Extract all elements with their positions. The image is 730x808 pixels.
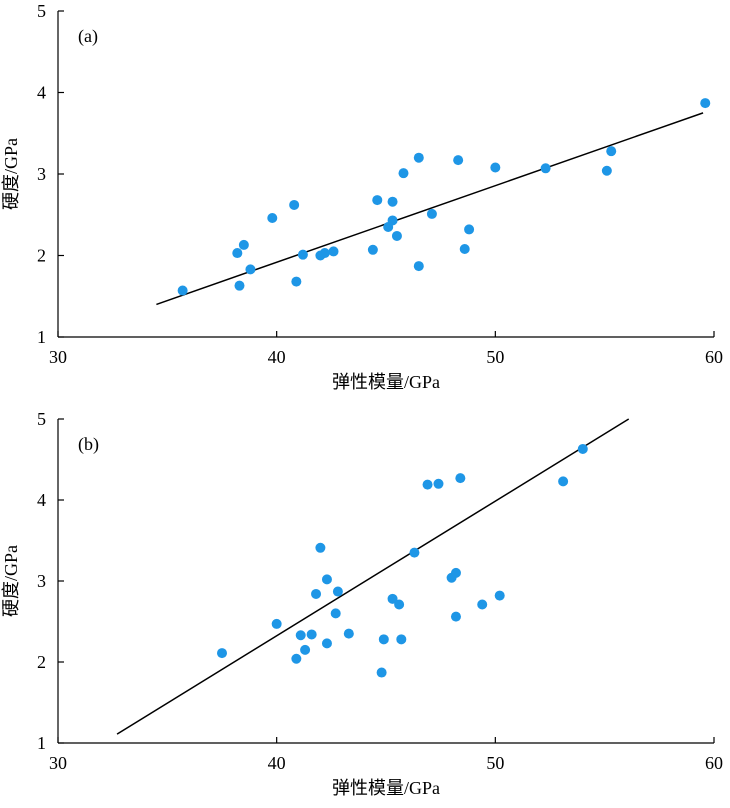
data-point — [453, 155, 464, 166]
y-tick-label: 2 — [37, 652, 46, 672]
fit-line — [116, 418, 630, 735]
y-tick-label: 3 — [37, 164, 46, 184]
data-point — [267, 213, 278, 224]
x-tick-label: 40 — [268, 347, 286, 367]
panel-a: 1 2 3 4 5 30 40 50 60 弹性模量/GPa 硬度/GPa (a) — [1, 1, 723, 392]
data-point — [232, 248, 243, 259]
y-tick-label: 1 — [37, 327, 46, 347]
data-point — [433, 478, 444, 489]
data-point — [321, 574, 332, 585]
x-tick-label: 30 — [49, 347, 67, 367]
data-point — [367, 244, 378, 255]
data-point — [306, 629, 317, 640]
data-point — [396, 634, 407, 645]
data-point — [387, 593, 398, 604]
x-tick-label: 50 — [486, 753, 504, 773]
panel-label: (b) — [78, 434, 99, 455]
data-point — [289, 199, 300, 210]
data-point — [238, 239, 249, 250]
data-point — [490, 162, 501, 173]
data-point — [494, 590, 505, 601]
data-point — [601, 165, 612, 176]
data-point — [177, 285, 188, 296]
data-point — [540, 163, 551, 174]
y-tick-label: 3 — [37, 571, 46, 591]
data-point — [332, 586, 343, 597]
data-point — [217, 648, 227, 659]
panel-b: 1 2 3 4 5 30 40 50 60 弹性模量/GPa 硬度/GPa (b) — [1, 409, 723, 798]
y-tick-label: 4 — [37, 83, 46, 103]
data-point — [234, 280, 245, 291]
y-tick-label: 5 — [37, 409, 46, 429]
data-point — [606, 146, 617, 157]
y-axis-title: 硬度/GPa — [1, 138, 21, 210]
data-point — [343, 628, 354, 639]
data-point — [319, 248, 330, 259]
data-point — [387, 196, 398, 207]
data-point — [378, 634, 389, 645]
data-point — [459, 243, 470, 254]
data-point — [394, 599, 405, 610]
data-point — [271, 618, 282, 629]
x-axis-title: 弹性模量/GPa — [332, 778, 440, 798]
data-point — [328, 246, 339, 257]
data-point — [700, 98, 711, 109]
data-point — [455, 473, 466, 484]
data-point — [291, 653, 302, 664]
data-point — [315, 542, 326, 553]
data-point — [426, 208, 437, 219]
data-point — [558, 476, 569, 487]
data-point — [477, 599, 488, 610]
data-point — [321, 638, 332, 649]
data-point — [372, 195, 383, 206]
x-tick-label: 50 — [486, 347, 504, 367]
data-point — [245, 264, 256, 275]
data-point — [295, 630, 306, 641]
x-tick-label: 40 — [268, 753, 286, 773]
data-point — [376, 667, 387, 678]
data-point — [391, 230, 402, 241]
y-axis-title: 硬度/GPa — [1, 545, 21, 617]
data-point — [450, 611, 461, 622]
data-point — [387, 215, 398, 226]
y-tick-label: 2 — [37, 246, 46, 266]
y-tick-label: 1 — [37, 733, 46, 753]
data-point — [330, 608, 341, 619]
data-point — [311, 588, 322, 599]
y-tick-label: 5 — [37, 1, 46, 21]
data-point — [297, 249, 308, 260]
data-point — [577, 443, 588, 454]
y-tick-label: 4 — [37, 490, 46, 510]
data-point — [398, 168, 409, 179]
x-tick-label: 30 — [49, 753, 67, 773]
panel-label: (a) — [78, 26, 98, 47]
data-point — [450, 567, 461, 578]
x-axis-title: 弹性模量/GPa — [332, 372, 440, 392]
data-point — [422, 479, 433, 490]
data-point — [413, 152, 424, 163]
x-tick-label: 60 — [705, 347, 723, 367]
data-point — [291, 276, 302, 287]
data-point — [409, 547, 420, 558]
data-point — [413, 261, 424, 272]
x-tick-label: 60 — [705, 753, 723, 773]
data-point — [300, 644, 311, 655]
data-point — [464, 224, 475, 235]
fit-line — [156, 112, 704, 306]
